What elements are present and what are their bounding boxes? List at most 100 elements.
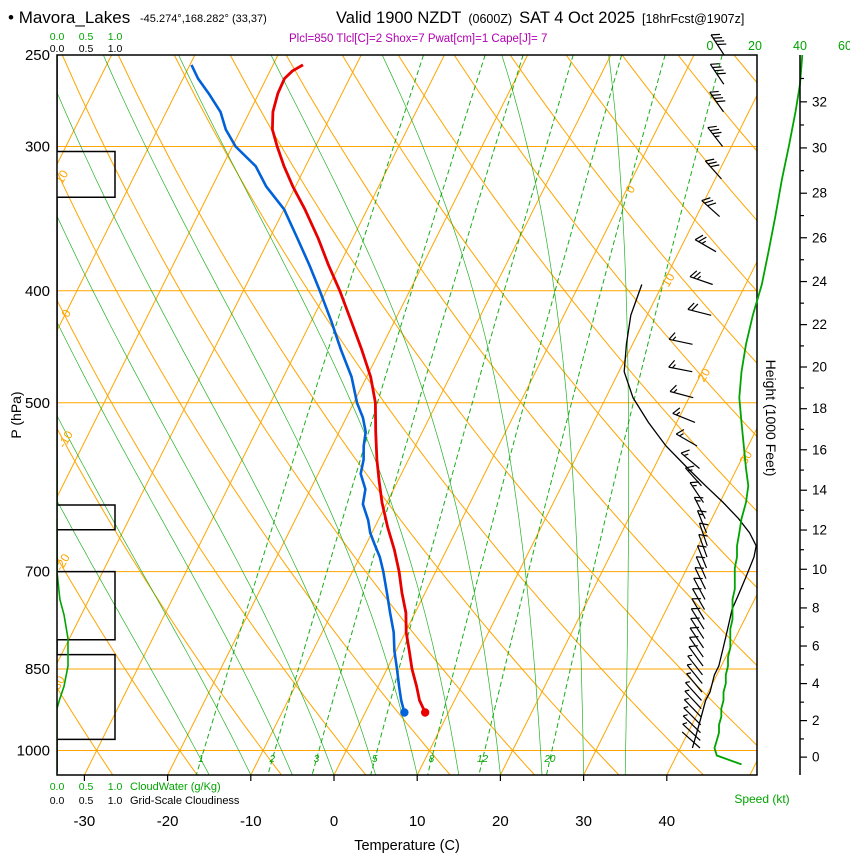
temperature-tick-label: 0	[330, 813, 338, 830]
temperature-curve	[270, 63, 427, 714]
height-tick-label: 12	[812, 523, 827, 538]
dry-adiabat-label: -20	[52, 551, 73, 573]
temperature-tick-label: 20	[492, 813, 509, 830]
plot-border	[56, 54, 758, 776]
speed-tick-label: 40	[793, 39, 807, 53]
wind-barb	[709, 90, 726, 113]
wind-barb	[688, 645, 704, 667]
temperature-tick-label: 40	[658, 813, 675, 830]
wind-barb	[689, 481, 704, 503]
height-tick-label: 24	[812, 274, 828, 289]
wind-barbs-group	[668, 33, 727, 749]
dry-adiabat-label: 10	[52, 167, 71, 186]
wind-barb	[684, 689, 702, 710]
wind-barb	[690, 607, 705, 630]
grid-scale-cloudiness-curve	[57, 55, 116, 773]
pressure-tick-label: 700	[25, 564, 50, 581]
wind-barb	[686, 672, 703, 693]
cloud-scale-tick: 0.0	[50, 795, 65, 807]
wind-barb	[684, 465, 702, 487]
height-tick-label: 22	[812, 317, 827, 332]
height-tick-label: 4	[812, 676, 820, 691]
height-tick-label: 20	[812, 360, 827, 375]
wind-barb	[698, 533, 708, 558]
wind-barb	[682, 722, 701, 741]
dry-adiabats-group	[57, 55, 757, 775]
speed-tick-label: 60	[838, 39, 850, 53]
cloud-scale-tick: 0.0	[50, 31, 65, 43]
temperature-tick-label: -30	[74, 813, 96, 830]
wind-barb	[668, 332, 693, 345]
bullet-icon: •	[8, 8, 14, 27]
wind-speed-trace	[713, 54, 804, 766]
dewpoint-curve	[190, 64, 406, 713]
wind-barb	[687, 302, 712, 316]
wind-barb	[683, 697, 702, 718]
mixing-ratio-group	[195, 55, 723, 775]
wind-barb	[680, 449, 700, 469]
station-title: • Mavora_Lakes	[8, 8, 130, 28]
pressure-tick-label: 1000	[17, 743, 50, 760]
speed-tick-label: 0	[707, 39, 714, 53]
wind-barb	[704, 158, 722, 180]
height-axis-title: Height (1000 Feet)	[763, 359, 779, 477]
cloud-scale-tick: 1.0	[108, 781, 123, 793]
cloud-scale-tick: 0.0	[50, 43, 65, 55]
wind-barb	[691, 598, 705, 620]
cloud-scale-label: CloudWater (g/Kg)	[130, 781, 221, 793]
isotherm-label: 10	[659, 270, 678, 289]
cloud-scale-tick: 0.5	[79, 781, 94, 793]
cloud-traces	[57, 55, 116, 773]
dry-adiabat-label: 0	[58, 307, 74, 320]
mixing-ratio-label: 8	[429, 754, 435, 765]
cloud-scale-tick: 0.5	[79, 795, 94, 807]
speed-axis-label: Speed (kt)	[734, 792, 789, 806]
mixing-ratio-label: 1	[198, 754, 204, 765]
temperature-tick-label: 10	[409, 813, 426, 830]
wind-barb	[690, 617, 705, 639]
valid-time-row: Valid 1900 NZDT (0600Z) SAT 4 Oct 2025 […	[336, 9, 744, 28]
mixing-ratio-label: 20	[543, 754, 556, 765]
mixing-ratio-label: 3	[314, 754, 320, 765]
height-tick-label: 28	[812, 186, 827, 201]
wind-barb	[698, 522, 709, 547]
wind-barb	[681, 731, 701, 749]
station-name: Mavora_Lakes	[18, 8, 131, 27]
wind-barb	[683, 706, 702, 726]
height-tick-label: 10	[812, 562, 827, 577]
mixing-ratio-label: 5	[372, 754, 378, 765]
height-tick-label: 26	[812, 230, 827, 245]
cloud-scale-tick: 0.0	[50, 781, 65, 793]
valid-time: Valid 1900 NZDT	[336, 9, 462, 27]
wind-barb	[687, 654, 703, 676]
wind-barb	[710, 33, 727, 56]
wind-barb	[696, 509, 708, 534]
height-tick-label: 0	[812, 750, 820, 765]
wind-barb	[682, 714, 701, 734]
sounding-params-line: Plcl=850 Tlcl[C]=2 Shox=7 Pwat[cm]=1 Cap…	[289, 33, 548, 45]
cloudwater-curve	[57, 459, 69, 773]
wind-barb	[707, 125, 724, 147]
wind-barb	[693, 496, 706, 519]
mixing-ratio-label: 2	[268, 754, 275, 765]
sounding-curves	[190, 63, 430, 717]
isotherm-label: 20	[695, 365, 714, 384]
speed-tick-label: 20	[748, 39, 762, 53]
surface-temperature-dot	[420, 708, 430, 717]
dry-adiabat-label: -30	[47, 673, 68, 695]
pressure-tick-label: 850	[25, 661, 50, 678]
wind-barb	[686, 663, 703, 684]
wind-barb	[689, 626, 704, 649]
height-tick-label: 32	[812, 94, 827, 109]
wind-barb	[684, 681, 702, 701]
pressure-tick-label: 400	[25, 283, 50, 300]
wind-barb	[669, 384, 694, 399]
height-tick-label: 18	[812, 401, 827, 416]
height-tick-label: 2	[812, 713, 820, 728]
pressure-gridlines	[57, 145, 757, 752]
